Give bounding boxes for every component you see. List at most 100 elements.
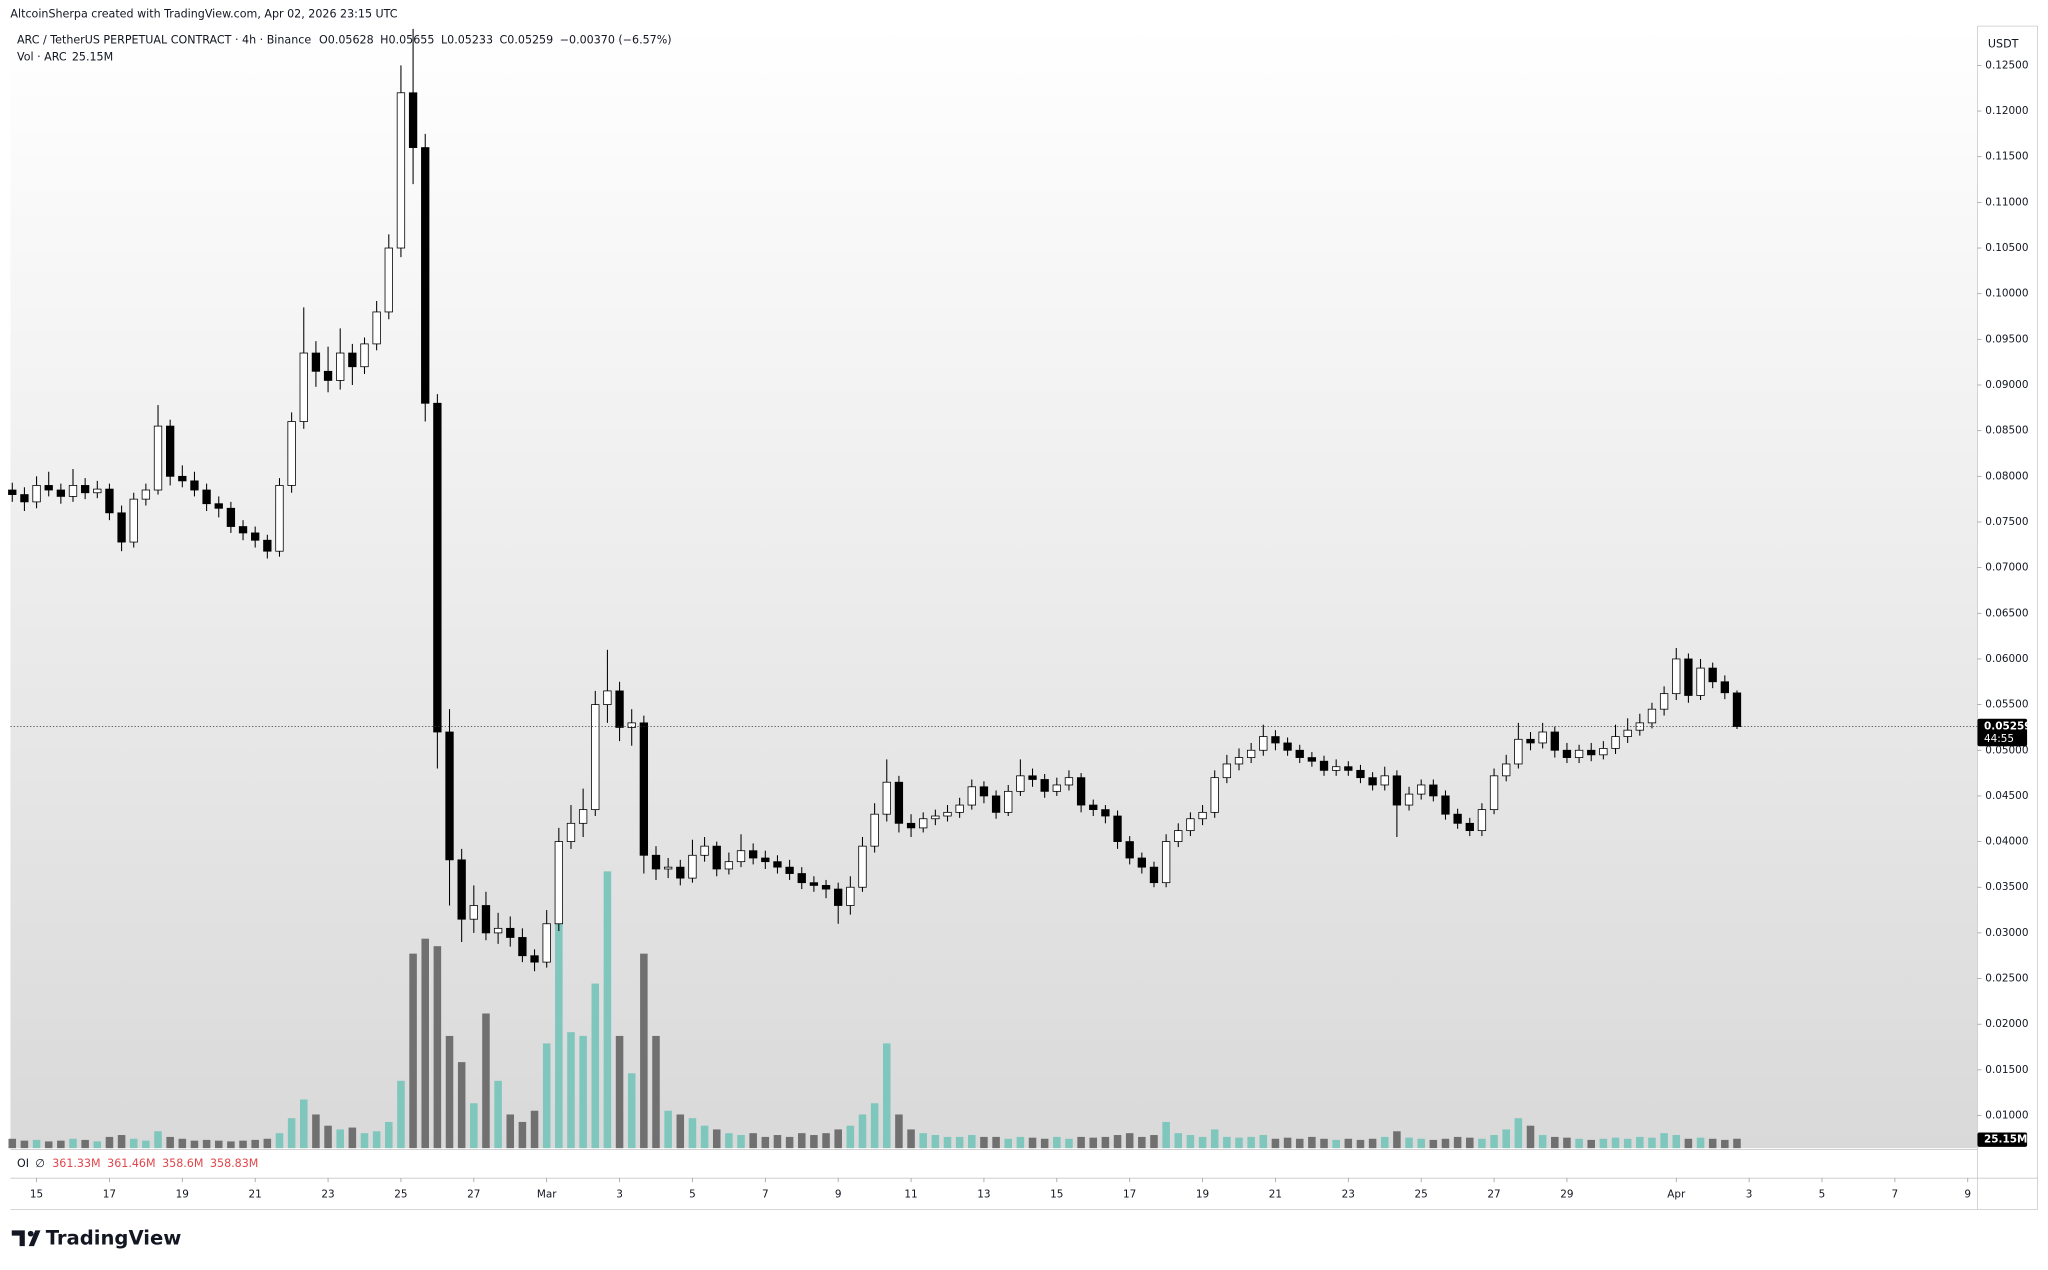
oi-value: 361.46M [107, 1157, 155, 1170]
volume-bar [688, 1118, 697, 1149]
volume-bar [664, 1110, 672, 1149]
y-tick-label: 0.04500 [1985, 790, 2028, 802]
volume-bar [190, 1140, 199, 1149]
candle-body [1562, 749, 1572, 758]
volume-bar [1125, 1133, 1134, 1149]
oi-value: 361.33M [52, 1157, 100, 1170]
volume-bar [8, 1138, 17, 1149]
y-tick-label: 0.03500 [1985, 881, 2028, 893]
volume-label-box [1977, 1132, 2028, 1147]
candle-body [1149, 866, 1159, 884]
candle-body [1514, 738, 1523, 765]
candle-body [1186, 818, 1195, 832]
volume-bar [263, 1138, 272, 1149]
price-label-box [1977, 718, 2028, 747]
candle-body [991, 795, 1001, 813]
candle-body [785, 866, 794, 874]
volume-bar [785, 1136, 794, 1149]
x-tick-label: 5 [689, 1189, 696, 1201]
volume-bar [433, 946, 442, 1149]
volume-bar [372, 1131, 381, 1149]
candle-body [955, 804, 964, 813]
candle-body [1259, 736, 1268, 751]
volume-bar [1077, 1136, 1085, 1149]
volume-bar [117, 1135, 126, 1149]
candle-body [906, 822, 916, 829]
candle-body [736, 850, 746, 863]
volume-bar [1429, 1139, 1438, 1149]
volume-bar [1223, 1136, 1231, 1149]
ohlc-key: C [500, 33, 508, 46]
candle-body [1623, 729, 1632, 737]
volume-value: 25.15M [72, 50, 113, 63]
candle-body [1453, 813, 1462, 824]
volume-bar [1417, 1138, 1425, 1149]
candle-body [433, 402, 442, 733]
volume-bar [992, 1136, 1000, 1149]
logo-icon [11, 1230, 41, 1247]
volume-bar [737, 1135, 745, 1149]
candle-body [773, 861, 782, 868]
volume-bar [1478, 1138, 1486, 1149]
candle-body [80, 485, 90, 494]
volume-bar [858, 1114, 867, 1149]
candle-body [1417, 784, 1426, 795]
x-tick-label: 9 [1964, 1189, 1971, 1201]
candle-body [809, 882, 819, 886]
candle-body [408, 92, 418, 148]
candle-body [469, 905, 478, 920]
x-tick-label: 29 [1560, 1189, 1573, 1201]
x-tick-label: 3 [616, 1189, 623, 1201]
volume-bar [20, 1140, 29, 1149]
volume-bar [652, 1035, 660, 1149]
x-tick-label: 27 [1487, 1189, 1500, 1201]
candle-body [615, 690, 624, 728]
y-tick-label: 0.03000 [1985, 927, 2028, 939]
change: −0.00370 (−6.57%) [560, 33, 672, 46]
y-tick-label: 0.06500 [1985, 607, 2028, 619]
candle-body [1198, 811, 1207, 820]
candle-body [651, 854, 661, 870]
plot [8, 28, 1978, 1149]
ohlc-value: 0.05233 [447, 33, 493, 46]
volume-bar [1453, 1136, 1462, 1149]
volume-bar [810, 1135, 818, 1149]
volume-bar [300, 1099, 308, 1149]
volume-bar [1028, 1137, 1037, 1149]
ohlc-key: O [319, 33, 328, 46]
volume-bar [1089, 1137, 1098, 1149]
candle-body [1732, 692, 1742, 728]
x-tick-label: 25 [394, 1189, 407, 1201]
volume-bar [142, 1140, 150, 1149]
oi-symbol: ∅ [35, 1157, 45, 1170]
volume-bar [1648, 1137, 1656, 1149]
y-tick-label: 0.06000 [1985, 653, 2028, 665]
volume-bar [603, 871, 612, 1149]
candle-body [1599, 748, 1608, 756]
volume-bar [202, 1139, 211, 1149]
ohlc-value: 0.05259 [507, 33, 553, 46]
oi-name: OI [17, 1157, 29, 1170]
candle-body [1125, 841, 1134, 859]
volume-bar [1490, 1135, 1498, 1149]
y-tick-label: 0.04000 [1985, 836, 2028, 848]
y-tick-label: 0.11000 [1985, 196, 2028, 208]
candle-body [299, 352, 308, 422]
volume-bar [1611, 1137, 1620, 1149]
volume-bar [773, 1135, 782, 1149]
volume-bar [32, 1139, 41, 1149]
volume-bar [712, 1129, 721, 1149]
x-tick-label: 11 [904, 1189, 917, 1201]
volume-bar [1283, 1137, 1292, 1149]
candle-body [688, 854, 697, 879]
volume-bar [324, 1125, 332, 1149]
oi-value: 358.6M [162, 1157, 203, 1170]
volume-bar [725, 1133, 733, 1149]
candle-body [372, 311, 381, 345]
y-tick-label: 0.07000 [1985, 562, 2028, 574]
volume-bar [1101, 1136, 1110, 1149]
candle-body [153, 425, 163, 491]
candle-body [129, 498, 138, 543]
y-tick-label: 0.01000 [1985, 1110, 2028, 1122]
